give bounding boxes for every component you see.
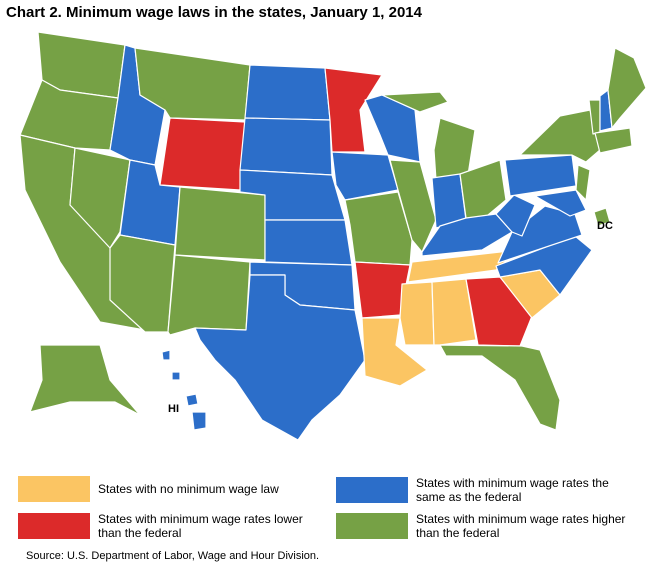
state bbox=[439, 344, 561, 431]
state bbox=[109, 234, 176, 333]
legend-label: States with no minimum wage law bbox=[98, 482, 279, 496]
state bbox=[519, 109, 601, 163]
source: Source: U.S. Department of Labor, Wage a… bbox=[26, 550, 320, 562]
state bbox=[167, 254, 251, 336]
state bbox=[69, 147, 131, 249]
legend-label: States with minimum wage rates the same … bbox=[416, 476, 609, 504]
legend-item: States with minimum wage rates lower tha… bbox=[18, 512, 318, 540]
state bbox=[575, 164, 591, 201]
state bbox=[399, 281, 435, 346]
state bbox=[331, 151, 399, 201]
legend-swatch bbox=[18, 476, 90, 502]
legend-label: States with minimum wage rates lower tha… bbox=[98, 512, 303, 540]
state bbox=[174, 186, 266, 261]
legend-label: States with minimum wage rates higher th… bbox=[416, 512, 626, 540]
state bbox=[593, 207, 611, 227]
states bbox=[19, 31, 647, 441]
state bbox=[29, 344, 141, 416]
state bbox=[161, 349, 171, 361]
map-label: DC bbox=[597, 220, 613, 232]
state bbox=[244, 64, 331, 121]
state bbox=[194, 274, 366, 441]
state bbox=[504, 154, 577, 197]
state bbox=[407, 249, 519, 283]
legend-swatch bbox=[18, 513, 90, 539]
state bbox=[171, 371, 181, 381]
state bbox=[607, 47, 647, 129]
legend-swatch bbox=[336, 513, 408, 539]
state bbox=[495, 194, 536, 237]
state bbox=[534, 189, 587, 217]
state bbox=[497, 205, 583, 264]
state bbox=[264, 219, 353, 266]
state bbox=[594, 127, 633, 154]
state bbox=[191, 411, 207, 431]
legend-item: States with minimum wage rates the same … bbox=[336, 476, 636, 504]
legend-item: States with no minimum wage law bbox=[18, 476, 318, 502]
legend-item: States with minimum wage rates higher th… bbox=[336, 512, 636, 540]
state bbox=[381, 91, 449, 113]
state bbox=[159, 117, 246, 191]
map-label: HI bbox=[168, 403, 179, 415]
title: Chart 2. Minimum wage laws in the states… bbox=[6, 4, 422, 21]
state bbox=[185, 393, 199, 407]
state bbox=[324, 67, 383, 153]
state bbox=[431, 278, 477, 346]
state bbox=[239, 117, 333, 176]
state bbox=[465, 276, 533, 347]
legend-swatch bbox=[336, 477, 408, 503]
state bbox=[459, 159, 507, 221]
